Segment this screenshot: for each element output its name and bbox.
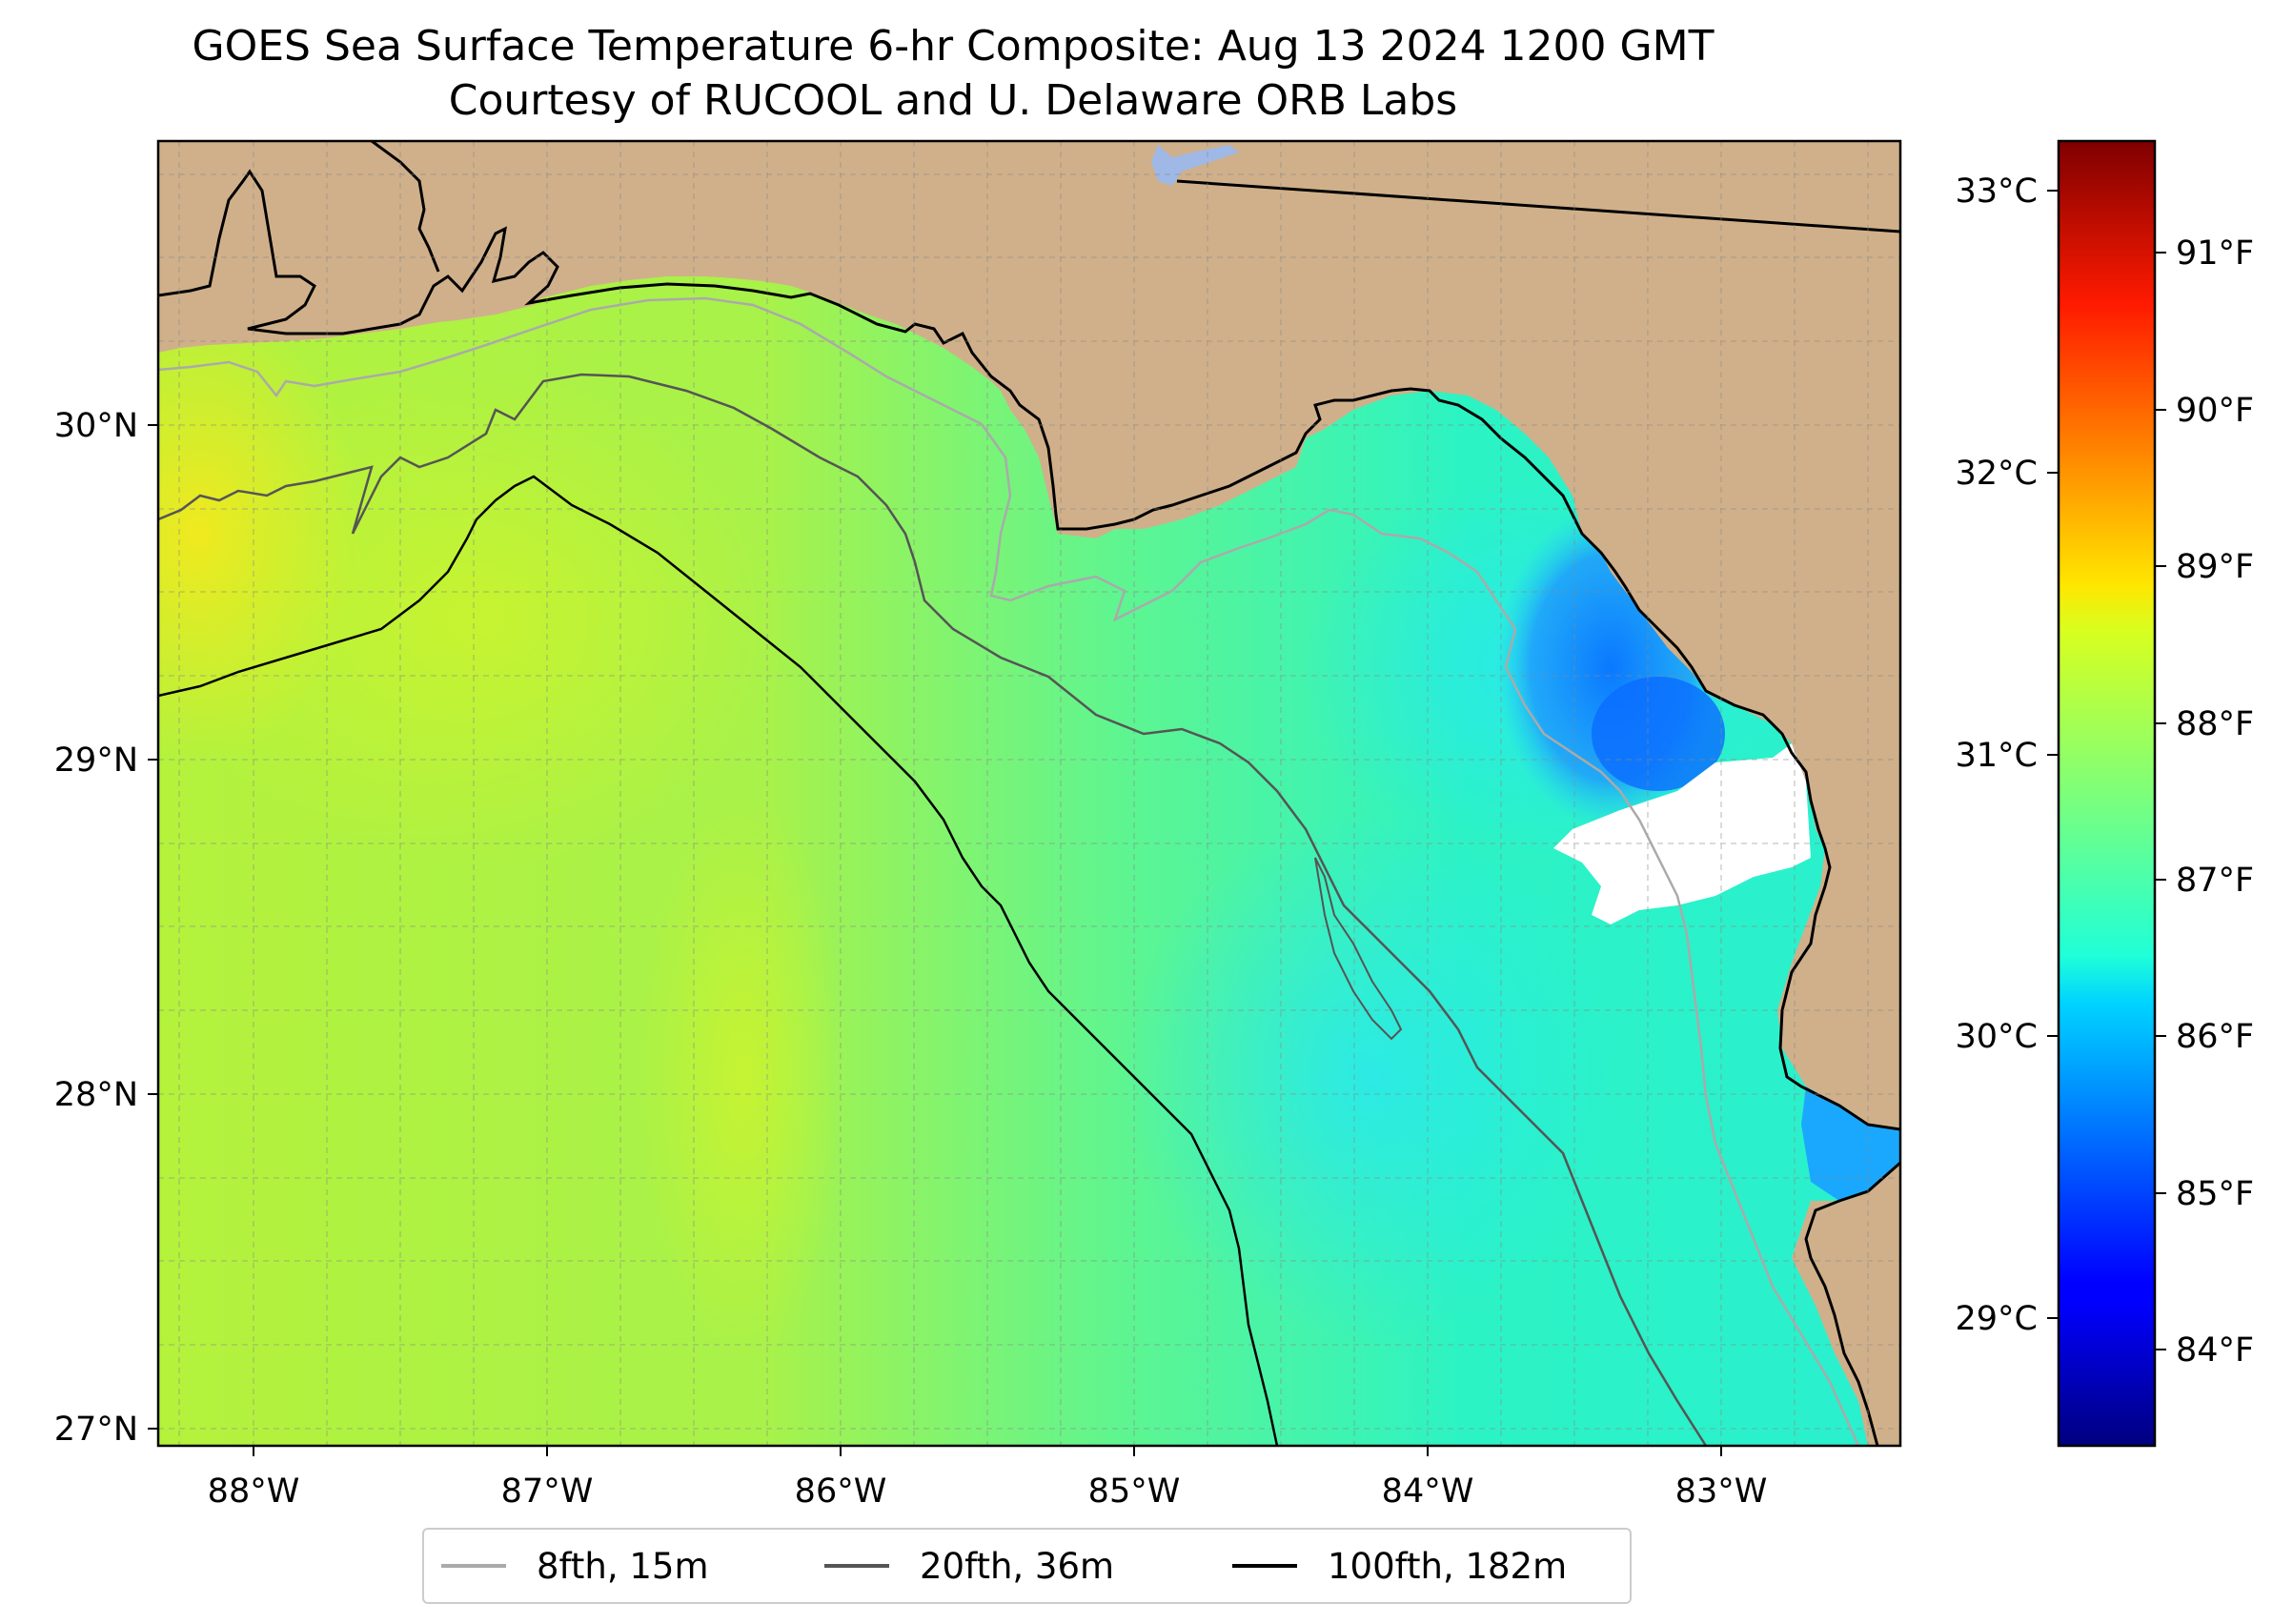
warm-water-band [162,372,791,867]
colorbar-fahrenheit-label: 90°F [2176,392,2254,430]
colorbar-fahrenheit-label: 88°F [2176,705,2254,743]
y-axis-ticks [148,424,158,1430]
lon-tick-label: 83°W [1675,1472,1768,1511]
colorbar-celsius-label: 33°C [1956,173,2038,211]
lat-tick-label: 28°N [54,1076,138,1114]
isobath-100fth-182m [158,475,1279,1446]
colorbar [2057,139,2157,1448]
coastline [158,169,1900,1131]
legend-item-100fth: 100fth, 182m [1232,1530,1567,1602]
legend-swatch-8fth [441,1564,506,1568]
lat-tick-label: 29°N [54,741,138,780]
choctawhatchee-land [419,229,553,324]
colorbar-celsius-ticks [2047,190,2059,1319]
isobath-8fth-15m [158,296,1860,1446]
colorbar-fahrenheit-label: 87°F [2176,862,2254,900]
colorbar-celsius-label: 30°C [1956,1018,2038,1056]
cold-water-core [1592,677,1725,791]
lat-tick-label: 27°N [54,1411,138,1449]
colorbar-fahrenheit-label: 85°F [2176,1175,2254,1213]
colorbar-celsius-label: 29°C [1956,1300,2038,1338]
legend-item-20fth: 20fth, 36m [824,1530,1114,1602]
lon-tick-label: 85°W [1088,1472,1181,1511]
cloud-mask-region [1553,743,1811,924]
legend-item-8fth: 8fth, 15m [441,1530,709,1602]
bay-contour-outline [1314,857,1403,1041]
chart-title-line1: GOES Sea Surface Temperature 6-hr Compos… [192,22,1715,71]
colorbar-fahrenheit-label: 91°F [2176,234,2254,273]
colorbar-celsius-label: 32°C [1956,455,2038,493]
legend-label-100fth: 100fth, 182m [1328,1545,1568,1587]
colorbar-fahrenheit-label: 86°F [2176,1018,2254,1056]
colorbar-fahrenheit-ticks [2155,252,2166,1350]
x-axis-ticks [253,1446,1722,1456]
land-mass [158,141,1900,1446]
lon-tick-label: 88°W [208,1472,300,1511]
cool-water-patch [1125,810,1620,1344]
map-frame [156,139,1902,1448]
warm-water-band-south [639,791,848,1363]
legend-swatch-100fth [1232,1564,1297,1568]
pensacola-bay-land [210,176,324,343]
cold-water-east [1801,1086,1900,1201]
lon-tick-label: 84°W [1382,1472,1474,1511]
colorbar-celsius-label: 31°C [1956,737,2038,775]
gridlines [158,141,1900,1446]
colorbar-fahrenheit-label: 89°F [2176,548,2254,586]
legend-label-20fth: 20fth, 36m [920,1545,1115,1587]
legend-swatch-20fth [824,1564,889,1568]
legend-label-8fth: 8fth, 15m [537,1545,709,1587]
lake-seminole [1151,145,1239,186]
isobath-20fth-36m [158,373,1708,1446]
coastline-south [1804,1161,1900,1446]
colorbar-fahrenheit-label: 84°F [2176,1331,2254,1370]
lon-tick-label: 86°W [795,1472,887,1511]
isobath-legend: 8fth, 15m 20fth, 36m 100fth, 182m [422,1528,1632,1604]
lat-tick-label: 30°N [54,407,138,445]
map-area [158,141,1900,1446]
lon-tick-label: 87°W [501,1472,594,1511]
chart-title-line2: Courtesy of RUCOOL and U. Delaware ORB L… [448,76,1458,125]
